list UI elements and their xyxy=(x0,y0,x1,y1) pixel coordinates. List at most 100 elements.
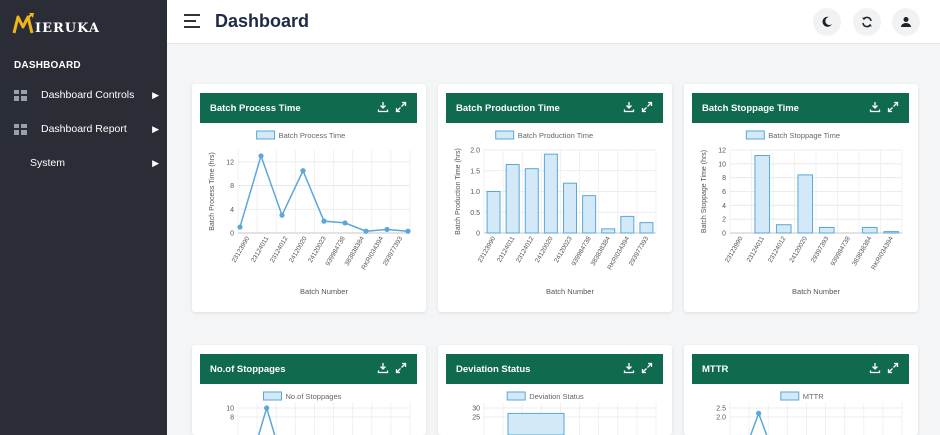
sidebar-heading: DASHBOARD xyxy=(14,60,81,71)
data-point xyxy=(384,226,390,233)
x-tick-label: 24120023 xyxy=(307,235,328,264)
hamburger-menu-icon[interactable] xyxy=(184,14,200,28)
download-icon[interactable] xyxy=(623,362,635,374)
data-point xyxy=(342,220,348,226)
moon-icon xyxy=(822,16,832,27)
y-tick-label: 1.0 xyxy=(470,189,480,196)
x-tick-label: 23124011 xyxy=(746,235,766,263)
y-tick-label: 10 xyxy=(226,406,234,413)
sidebar-item-dashboard-report[interactable]: Dashboard Report ▶ xyxy=(14,121,159,137)
expand-icon[interactable] xyxy=(887,362,899,374)
bar xyxy=(543,153,558,234)
svg-text:IERUKA: IERUKA xyxy=(35,21,100,36)
refresh-button[interactable] xyxy=(853,8,881,36)
legend-swatch xyxy=(263,391,282,401)
y-tick-label: 8 xyxy=(722,175,726,182)
chevron-right-icon: ▶ xyxy=(152,89,159,100)
download-icon[interactable] xyxy=(869,362,881,374)
download-icon[interactable] xyxy=(623,101,635,113)
chart-card: Deviation Status Deviation Status 25 30 xyxy=(438,345,672,435)
legend-swatch xyxy=(495,130,515,140)
legend-label: No.of Stoppages xyxy=(286,392,342,401)
sidebar-item-dashboard-controls[interactable]: Dashboard Controls ▶ xyxy=(14,87,159,103)
y-tick-label: 6 xyxy=(722,189,726,196)
x-tick-label: 23123990 xyxy=(231,235,252,264)
data-point xyxy=(300,168,306,174)
expand-icon[interactable] xyxy=(395,362,407,374)
y-tick-label: 1.5 xyxy=(470,168,480,175)
sidebar-item-label: Dashboard Report xyxy=(41,123,127,135)
expand-icon[interactable] xyxy=(395,101,407,113)
download-icon[interactable] xyxy=(377,101,389,113)
deviation-status-chart: Deviation Status 25 30 xyxy=(472,391,657,435)
download-icon[interactable] xyxy=(377,362,389,374)
x-axis-label: Batch Number xyxy=(546,287,594,296)
legend-swatch xyxy=(506,391,526,401)
x-tick-label: 23124012 xyxy=(767,235,788,264)
sidebar-item-system[interactable]: System ▶ xyxy=(30,155,159,171)
data-point xyxy=(756,410,762,416)
bar xyxy=(861,226,878,234)
bar xyxy=(505,164,520,234)
legend-label: Batch Stoppage Time xyxy=(768,131,840,140)
y-tick-label: 2.5 xyxy=(716,406,726,413)
x-tick-label: 23123990 xyxy=(724,235,745,264)
top-bar: Dashboard xyxy=(167,0,940,44)
legend-label: Batch Process Time xyxy=(279,131,346,140)
download-icon[interactable] xyxy=(869,101,881,113)
y-tick-label: 0 xyxy=(230,231,234,238)
bar xyxy=(582,195,597,234)
expand-icon[interactable] xyxy=(887,101,899,113)
mttr-chart: MTTR 2.0 2.5 xyxy=(716,391,903,435)
expand-icon[interactable] xyxy=(641,101,653,113)
x-tick-label: 23124012 xyxy=(269,235,290,264)
bar xyxy=(507,412,565,435)
grid-icon xyxy=(14,89,27,101)
chevron-right-icon: ▶ xyxy=(152,157,159,168)
y-tick-label: 0.5 xyxy=(470,210,480,217)
bar xyxy=(639,222,654,234)
y-tick-label: 8 xyxy=(230,183,234,190)
x-tick-label: 383838384 xyxy=(851,235,874,267)
x-tick-label: 293977393 xyxy=(382,235,405,267)
x-tick-label: 293977393 xyxy=(628,235,651,267)
batch-stoppage-time-chart: Batch Stoppage Time 0 2 4 6 8 10 12 Batch Stoppa… xyxy=(701,130,903,296)
y-tick-label: 0 xyxy=(476,231,480,238)
bar xyxy=(524,168,539,234)
no-of-stoppages-chart: No.of Stoppages 8 10 xyxy=(226,391,411,435)
sidebar-item-label: Dashboard Controls xyxy=(41,89,135,101)
mieruka-logo: IERUKA xyxy=(12,13,100,36)
x-tick-label: 24120020 xyxy=(288,235,309,264)
x-tick-label: 23124012 xyxy=(515,235,536,264)
bar xyxy=(797,174,814,234)
bar xyxy=(818,226,835,234)
grid-icon xyxy=(14,123,27,135)
card-header: Batch Stoppage Time xyxy=(692,93,909,123)
batch-production-time-chart: Batch Production Time 0 0.5 1.0 1.5 2.0 Batch … xyxy=(455,130,657,296)
chart-card: MTTR MTTR 2.0 2.5 xyxy=(684,345,918,435)
data-point xyxy=(264,405,270,411)
chevron-right-icon: ▶ xyxy=(152,123,159,134)
x-tick-label: 939984738 xyxy=(830,235,853,267)
y-tick-label: 8 xyxy=(230,415,234,422)
data-point xyxy=(363,228,369,234)
bar xyxy=(563,182,577,234)
y-tick-label: 2 xyxy=(722,217,726,224)
y-tick-label: 4 xyxy=(722,203,726,210)
series-line xyxy=(257,405,276,435)
y-tick-label: 4 xyxy=(230,207,234,214)
x-tick-label: RKRI034394 xyxy=(870,235,895,271)
card-header: Batch Process Time xyxy=(200,93,417,123)
page-title: Dashboard xyxy=(215,11,310,31)
user-menu-button[interactable] xyxy=(892,8,920,36)
data-point xyxy=(237,224,243,230)
bar xyxy=(754,155,771,234)
expand-icon[interactable] xyxy=(641,362,653,374)
theme-toggle-button[interactable] xyxy=(813,8,841,36)
card-title: Deviation Status xyxy=(456,363,531,375)
x-tick-label: 24120023 xyxy=(553,235,574,264)
bar xyxy=(486,191,501,234)
sidebar: IERUKA DASHBOARD Dashboard Controls ▶ Da… xyxy=(0,0,167,435)
y-tick-label: 10 xyxy=(718,161,726,168)
card-header: MTTR xyxy=(692,354,909,384)
